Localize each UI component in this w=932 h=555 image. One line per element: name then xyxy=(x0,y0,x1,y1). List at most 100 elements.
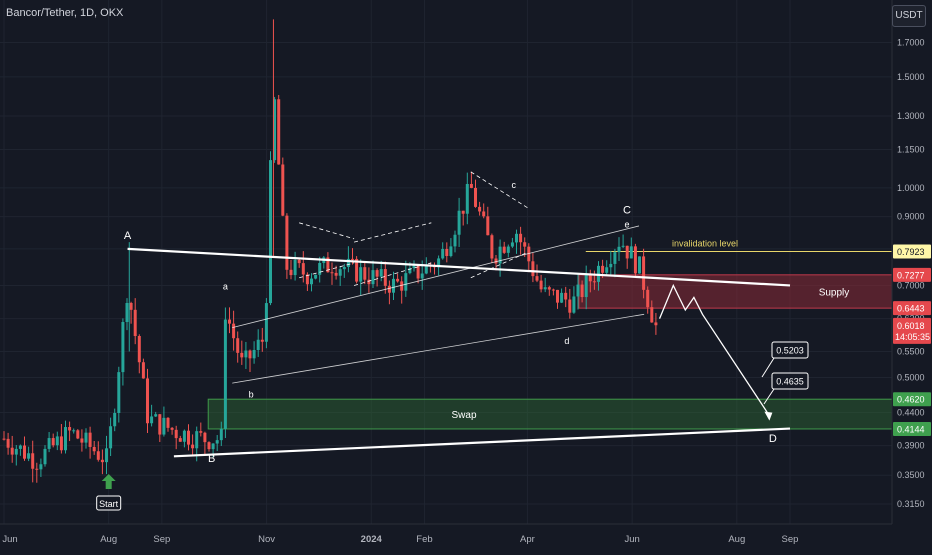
candle-body xyxy=(617,246,621,253)
candle-body xyxy=(629,246,633,259)
time-tick: Apr xyxy=(520,534,535,545)
candle-body xyxy=(498,246,502,264)
candle-body xyxy=(420,273,424,279)
target-leader xyxy=(761,357,775,378)
time-tick: Jun xyxy=(2,534,17,545)
candle-body xyxy=(170,427,174,430)
candle-body xyxy=(584,274,588,298)
candle-body xyxy=(264,303,268,342)
candle-body xyxy=(453,234,457,247)
projection-path[interactable] xyxy=(658,283,770,417)
candle-body xyxy=(601,265,605,273)
candle-body xyxy=(105,448,108,463)
price-tick: 1.1500 xyxy=(897,145,925,155)
price-axis[interactable]: 1.70001.50001.30001.15001.00000.90000.80… xyxy=(891,0,931,524)
candle-body xyxy=(482,211,486,217)
candle-body xyxy=(51,438,55,446)
candle-body xyxy=(191,444,195,449)
candle-body xyxy=(412,265,416,269)
pattern-dashed[interactable] xyxy=(299,262,355,279)
candle-body xyxy=(281,164,285,216)
candle-body xyxy=(449,246,453,256)
supply-zone-label: Supply xyxy=(819,287,850,298)
candle-body xyxy=(215,440,219,444)
price-badge xyxy=(893,421,931,436)
candle-body xyxy=(646,289,650,308)
pattern-dashed[interactable] xyxy=(470,251,528,279)
last-price-badge xyxy=(893,317,931,344)
wave-label-c: c xyxy=(511,180,516,190)
candle-body xyxy=(568,299,572,313)
candle-body xyxy=(654,322,658,326)
candle-body xyxy=(461,210,465,214)
candle-body xyxy=(236,338,240,353)
candle-body xyxy=(10,447,14,455)
start-arrow-icon xyxy=(101,474,116,489)
candle-body xyxy=(256,339,260,350)
time-tick: Jun xyxy=(624,534,639,545)
price-badge xyxy=(893,392,931,407)
candle-body xyxy=(129,302,133,310)
price-tick: 0.5000 xyxy=(897,373,925,383)
candle-body xyxy=(416,265,420,279)
candle-body xyxy=(564,292,568,300)
candle-body xyxy=(285,215,289,270)
candle-body xyxy=(445,248,449,256)
swap-zone[interactable] xyxy=(207,398,893,430)
candle-body xyxy=(178,438,182,442)
candle-body xyxy=(158,414,162,435)
price-badge-value: 0.4144 xyxy=(897,424,925,434)
target-value: 0.5203 xyxy=(776,346,804,356)
currency-button[interactable]: USDT xyxy=(892,5,926,27)
time-axis[interactable]: Jun Aug Sep Nov 2024 Feb Apr Jun Aug Sep xyxy=(0,523,892,545)
swap-zone-label: Swap xyxy=(451,410,476,421)
candle-body xyxy=(375,270,379,277)
pattern-dashed[interactable] xyxy=(353,222,432,243)
candle-body xyxy=(55,436,59,446)
candle-body xyxy=(207,442,211,450)
trendline-a[interactable] xyxy=(127,247,791,287)
trendline-b[interactable] xyxy=(173,427,791,458)
price-badge xyxy=(893,267,931,282)
candle-body xyxy=(576,284,580,297)
candle-body xyxy=(199,431,203,433)
candle-body xyxy=(539,280,543,290)
target-leader xyxy=(763,388,775,405)
channel-upper[interactable] xyxy=(232,225,640,329)
time-tick: Aug xyxy=(100,534,117,545)
candle-body xyxy=(273,99,277,161)
candle-body xyxy=(68,427,72,431)
candle-body xyxy=(408,268,412,274)
wave-label-B: B xyxy=(208,453,215,465)
candle-body xyxy=(605,267,609,273)
candle-body xyxy=(551,289,555,291)
candle-body xyxy=(502,246,506,253)
candle-body xyxy=(531,261,535,277)
candle-body xyxy=(638,256,641,274)
price-badge-value: 0.6443 xyxy=(897,304,925,314)
candle-body xyxy=(223,319,227,429)
candle-body xyxy=(293,259,297,276)
channel-lower[interactable] xyxy=(232,313,645,384)
candle-body xyxy=(359,267,363,282)
candle-body xyxy=(633,246,637,274)
candle-body xyxy=(441,248,445,259)
candle-body xyxy=(39,464,43,470)
candle-body xyxy=(240,352,244,358)
candle-body xyxy=(625,245,629,259)
supply-zone[interactable] xyxy=(578,274,893,309)
price-tick: 0.4400 xyxy=(897,408,925,418)
candle-body xyxy=(35,468,39,470)
candle-body xyxy=(27,453,31,459)
price-tick: 1.5000 xyxy=(897,72,925,82)
candle-body xyxy=(527,246,531,262)
candle-body xyxy=(43,448,47,465)
candle-body xyxy=(351,258,354,260)
candle-body xyxy=(490,235,494,259)
pattern-dashed[interactable] xyxy=(299,222,355,240)
target-value: 0.4635 xyxy=(776,377,804,387)
candle-body xyxy=(260,339,264,342)
last-price-value: 0.6018 xyxy=(897,321,925,331)
